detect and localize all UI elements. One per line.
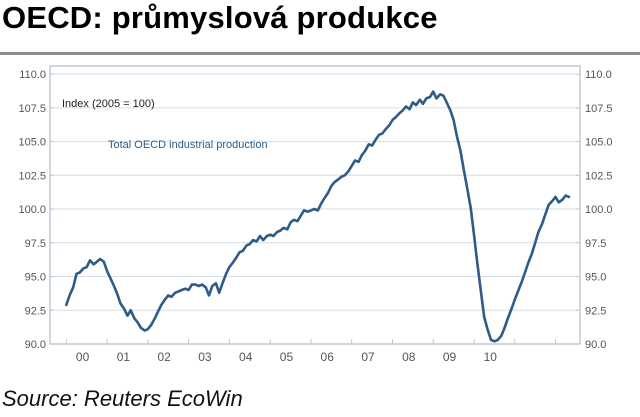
x-tick-label: 02 [157,350,171,364]
x-tick-label: 08 [402,350,416,364]
y-tick-label-left: 110.0 [19,69,46,81]
y-tick-label-left: 95.0 [25,272,46,284]
x-tick-label: 03 [198,350,212,364]
x-tick-label: 05 [280,350,294,364]
page-title: OECD: průmyslová produkce [2,0,438,35]
x-tick-label: 00 [76,350,90,364]
series-layer [65,90,571,343]
title-divider [0,52,640,55]
x-tick-label: 07 [361,350,375,364]
x-tick-label: 06 [321,350,335,364]
y-tick-label-left: 107.5 [18,103,46,115]
y-tick-label-right: 97.5 [585,238,606,250]
x-tick-label: 01 [117,350,131,364]
series-line-total-oecd [65,90,571,343]
series-label: Total OECD industrial production [108,139,268,151]
plot-frame [49,65,581,345]
source-note: Source: Reuters EcoWin [2,386,243,411]
y-tick-label-right: 92.5 [585,305,606,317]
y-axis-right: 90.0 92.5 95.0 97.5 100.0 102.5 105.0 107.5 110.… [585,69,613,351]
y-tick-label-left: 102.5 [18,170,46,182]
y-axis-left: 90.0 92.5 95.0 97.5 100.0 102.5 105.0 107.5 110.… [18,69,46,351]
y-tick-label-right: 105.0 [585,137,613,149]
y-tick-label-right: 110.0 [585,69,612,81]
y-tick-label-right: 100.0 [585,204,613,216]
y-tick-label-right: 102.5 [585,170,613,182]
gridlines [50,73,580,311]
x-tick-label: 09 [443,350,457,364]
y-tick-label-left: 92.5 [25,305,46,317]
y-tick-label-right: 107.5 [585,103,613,115]
y-tick-label-left: 100.0 [18,204,46,216]
y-tick-label-right: 90.0 [585,339,606,351]
y-tick-label-right: 95.0 [585,272,606,284]
y-tick-label-left: 97.5 [25,238,46,250]
y-tick-label-left: 105.0 [18,137,46,149]
x-axis: 00 01 02 03 04 05 06 07 08 09 10 [76,350,497,364]
x-tick-label: 10 [484,350,498,364]
axis-ticks [50,73,580,345]
x-tick-label: 04 [239,350,253,364]
industrial-production-chart: 90.0 92.5 95.0 97.5 100.0 102.5 105.0 107.5 110.… [18,65,613,364]
unit-label: Index (2005 = 100) [62,98,155,110]
y-tick-label-left: 90.0 [25,339,46,351]
